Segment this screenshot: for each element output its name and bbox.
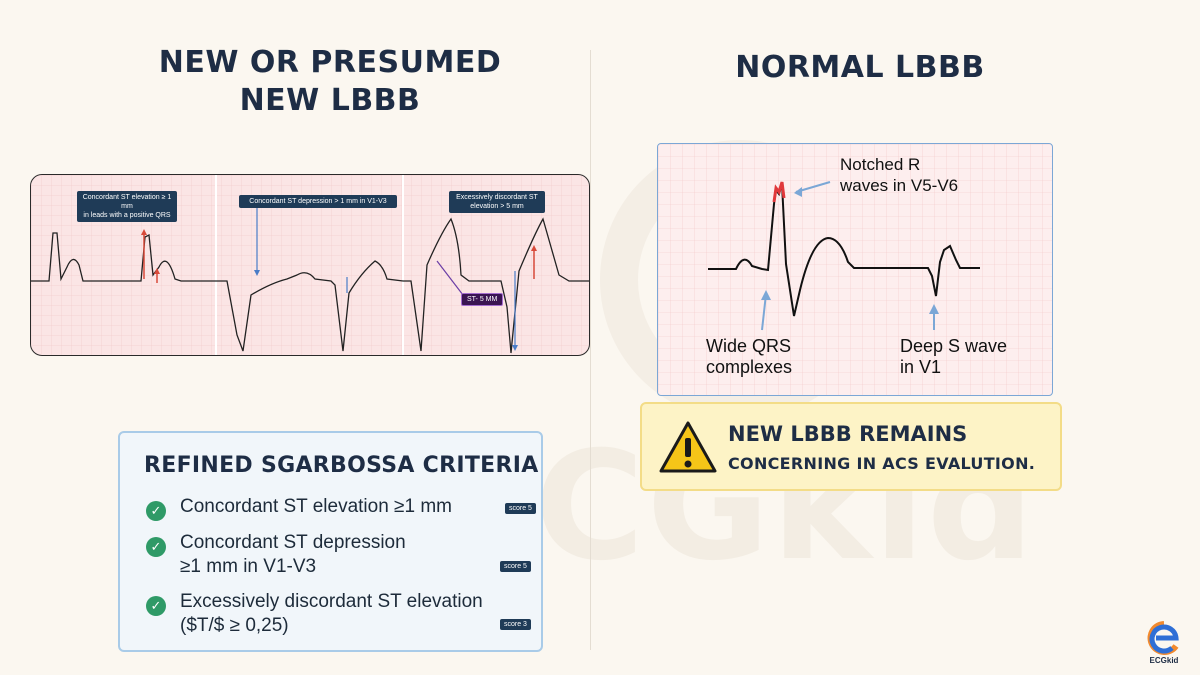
criteria-item: ✓ Concordant ST elevation ≥1 mm bbox=[146, 495, 452, 521]
criteria-line: ≥1 mm in V1-V3 bbox=[180, 556, 317, 577]
arrow-head bbox=[761, 290, 771, 300]
ecgkid-logo: ECGkid bbox=[1138, 618, 1190, 668]
tag-discordant-elevation: Excessively discordant ST elevation > 5 … bbox=[449, 191, 545, 213]
warning-triangle-icon bbox=[659, 421, 717, 473]
arrow-head bbox=[929, 304, 939, 314]
criteria-item: ✓ Excessively discordant ST elevation ($… bbox=[146, 590, 483, 638]
normal-ecg-svg bbox=[658, 144, 1052, 395]
arrow-head bbox=[794, 187, 802, 197]
warning-subtitle: CONCERNING IN ACS EVALUTION. bbox=[728, 454, 1036, 473]
criteria-line: Concordant ST depression bbox=[180, 532, 406, 553]
tag-line: in leads with a positive QRS bbox=[83, 212, 171, 219]
tag-line: elevation > 5 mm bbox=[470, 203, 524, 210]
label-line: Wide QRS bbox=[706, 336, 792, 356]
label-deep-s: Deep S wave in V1 bbox=[900, 336, 1007, 378]
label-line: Notched R bbox=[840, 155, 921, 174]
warning-title: NEW LBBB REMAINS bbox=[728, 422, 968, 446]
label-line: in V1 bbox=[900, 357, 942, 377]
label-notched-r: Notched R waves in V5-V6 bbox=[840, 154, 958, 196]
st-5mm-tag: ST- 5 MM bbox=[461, 293, 504, 306]
st-callout-line bbox=[436, 260, 464, 296]
tag-concordant-depression: Concordant ST depression > 1 mm in V1-V3 bbox=[239, 195, 397, 208]
ecgkid-logo-icon bbox=[1147, 621, 1179, 655]
left-title-line-1: NEW OR PRESUMED bbox=[158, 45, 502, 80]
sgarbossa-criteria-card: REFINED SGARBOSSA CRITERIA ✓ Concordant … bbox=[118, 431, 543, 652]
criteria-line: Concordant ST elevation ≥1 mm bbox=[180, 496, 452, 517]
label-line: complexes bbox=[706, 357, 793, 377]
normal-lbbb-ecg: Notched R waves in V5-V6 Wide QRS comple… bbox=[657, 143, 1053, 396]
criteria-text: Concordant ST depression ≥1 mm in V1-V3 bbox=[180, 531, 406, 579]
warning-card: NEW LBBB REMAINS CONCERNING IN ACS EVALU… bbox=[640, 402, 1062, 491]
criteria-text: Excessively discordant ST elevation ($T/… bbox=[180, 590, 483, 638]
center-divider bbox=[590, 50, 591, 650]
score-badge: score 3 bbox=[500, 619, 531, 630]
arrow-head bbox=[512, 345, 518, 351]
score-badge: score 5 bbox=[500, 561, 531, 572]
arrow-head bbox=[531, 245, 537, 251]
tag-concordant-elevation: Concordant ST elevation ≥ 1 mm in leads … bbox=[77, 191, 177, 222]
ecg-trace-normal-lbbb bbox=[708, 183, 980, 317]
score-badge: score 5 bbox=[505, 503, 536, 514]
label-wide-qrs: Wide QRS complexes bbox=[706, 336, 792, 378]
tag-line: Concordant ST elevation ≥ 1 mm bbox=[82, 194, 172, 210]
label-line: waves in V5-V6 bbox=[840, 176, 959, 195]
ecg-trace-lead-1 bbox=[31, 232, 217, 282]
arrow-head bbox=[141, 229, 147, 235]
criteria-line: Excessively discordant ST elevation bbox=[180, 591, 483, 612]
arrow-head bbox=[154, 268, 160, 274]
label-line: Deep S wave bbox=[900, 336, 1008, 356]
arrow-head bbox=[254, 270, 260, 276]
lbbb-ecg-strip: Concordant ST elevation ≥ 1 mm in leads … bbox=[30, 174, 590, 356]
left-title: NEW OR PRESUMED NEW LBBB bbox=[120, 44, 540, 120]
ecg-trace-lead-3 bbox=[403, 217, 589, 354]
check-circle-icon: ✓ bbox=[146, 501, 166, 521]
tag-line: Excessively discordant ST bbox=[456, 194, 538, 201]
right-title: NORMAL LBBB bbox=[735, 50, 985, 85]
check-circle-icon: ✓ bbox=[146, 537, 166, 557]
check-circle-icon: ✓ bbox=[146, 596, 166, 616]
notched-r-highlight bbox=[772, 181, 786, 203]
logo-text: ECGkid bbox=[1149, 656, 1179, 665]
criteria-item: ✓ Concordant ST depression ≥1 mm in V1-V… bbox=[146, 531, 406, 579]
criteria-line: ($T/$ ≥ 0,25) bbox=[180, 615, 289, 636]
criteria-title: REFINED SGARBOSSA CRITERIA bbox=[144, 453, 539, 478]
left-title-line-2: NEW LBBB bbox=[239, 83, 421, 118]
ecg-trace-lead-2 bbox=[217, 260, 404, 352]
criteria-text: Concordant ST elevation ≥1 mm bbox=[180, 495, 452, 519]
